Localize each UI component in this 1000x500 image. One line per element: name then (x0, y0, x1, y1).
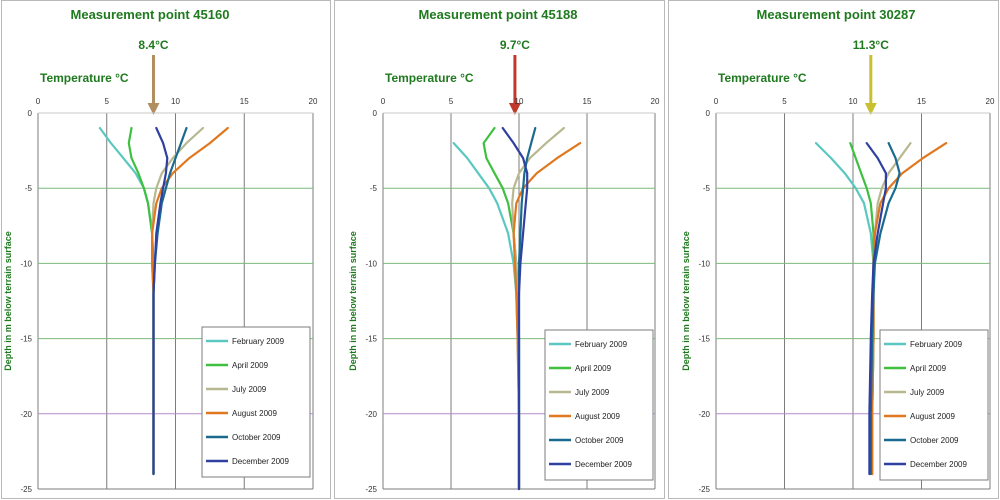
y-tick-label: -5 (370, 184, 378, 193)
legend-label: August 2009 (232, 409, 277, 418)
legend-label: December 2009 (575, 460, 632, 469)
series-line-august-2009 (871, 142, 948, 476)
series-line-july-2009 (151, 126, 205, 476)
legend-label: July 2009 (575, 388, 610, 397)
mean-temperature-label: 8.4°C (138, 38, 168, 52)
mean-temperature-label: 11.3°C (853, 38, 889, 52)
legend-label: December 2009 (232, 457, 289, 466)
legend-label: April 2009 (910, 364, 947, 373)
x-tick-label: 10 (849, 97, 858, 106)
series-line-december-2009 (152, 126, 169, 476)
series-line-april-2009 (482, 126, 521, 491)
series-line-february-2009 (814, 142, 875, 476)
series-line-october-2009 (869, 142, 901, 476)
x-tick-label: 0 (381, 97, 386, 106)
legend-box (201, 326, 311, 478)
y-tick-label: -15 (698, 335, 710, 344)
legend-label: December 2009 (910, 460, 967, 469)
mean-arrow-head (864, 103, 877, 115)
y-tick-label: 0 (706, 109, 711, 118)
legend-label: July 2009 (910, 388, 945, 397)
legend-label: October 2009 (575, 436, 624, 445)
mean-temperature-label: 9.7°C (500, 38, 530, 52)
x-axis-title: Temperature °C (40, 71, 129, 85)
mean-arrow-head (147, 103, 160, 115)
legend-box (544, 329, 654, 481)
y-tick-label: -15 (365, 335, 377, 344)
y-axis-title: Depth in m below terrain surface (348, 231, 358, 371)
y-tick-label: -10 (365, 259, 377, 268)
legend-label: August 2009 (910, 412, 955, 421)
y-tick-label: -20 (698, 410, 710, 419)
x-tick-label: 20 (309, 97, 318, 106)
y-tick-label: 0 (373, 109, 378, 118)
x-tick-label: 10 (171, 97, 180, 106)
y-tick-label: -25 (365, 485, 377, 494)
x-tick-label: 20 (986, 97, 995, 106)
x-tick-label: 15 (917, 97, 926, 106)
y-tick-label: 0 (28, 109, 33, 118)
legend-label: August 2009 (575, 412, 620, 421)
legend-label: July 2009 (232, 385, 267, 394)
x-tick-label: 5 (105, 97, 110, 106)
series-line-december-2009 (865, 142, 888, 476)
x-axis-title: Temperature °C (385, 71, 474, 85)
legend-box (879, 329, 989, 481)
x-tick-label: 0 (714, 97, 719, 106)
series-line-december-2009 (501, 126, 529, 491)
legend-label: February 2009 (232, 337, 285, 346)
chart-title: Measurement point 45188 (419, 7, 578, 22)
y-tick-label: -20 (365, 410, 377, 419)
legend-label: October 2009 (910, 436, 959, 445)
legend-label: April 2009 (232, 361, 269, 370)
y-tick-label: -15 (20, 335, 32, 344)
chart-title: Measurement point 45160 (71, 7, 230, 22)
y-tick-label: -25 (20, 485, 32, 494)
x-tick-label: 10 (515, 97, 524, 106)
chart-title: Measurement point 30287 (757, 7, 916, 22)
legend-label: April 2009 (575, 364, 612, 373)
y-axis-title: Depth in m below terrain surface (3, 231, 13, 371)
x-tick-label: 20 (651, 97, 660, 106)
legend-label: October 2009 (232, 433, 281, 442)
chart-panel-2: Measurement point 45188 9.7°C Temperature … (348, 7, 660, 494)
x-tick-label: 0 (36, 97, 41, 106)
x-axis-title: Temperature °C (718, 71, 807, 85)
series-line-february-2009 (98, 126, 155, 476)
x-tick-label: 15 (583, 97, 592, 106)
y-tick-label: -25 (698, 485, 710, 494)
chart-panel-3: Measurement point 30287 11.3°C Temperature… (681, 7, 995, 494)
x-tick-label: 5 (449, 97, 454, 106)
y-tick-label: -10 (20, 259, 32, 268)
series-line-april-2009 (127, 126, 155, 476)
y-tick-label: -10 (698, 259, 710, 268)
y-tick-label: -5 (703, 184, 711, 193)
x-tick-label: 15 (240, 97, 249, 106)
chart-panel-1: Measurement point 45160 8.4°C Temperature … (3, 7, 318, 494)
y-tick-label: -20 (20, 410, 32, 419)
y-tick-label: -5 (25, 184, 33, 193)
y-axis-title: Depth in m below terrain surface (681, 231, 691, 371)
x-tick-label: 5 (782, 97, 787, 106)
legend-label: February 2009 (910, 340, 963, 349)
mean-arrow-head (508, 103, 521, 115)
series-line-february-2009 (452, 142, 521, 491)
legend-label: February 2009 (575, 340, 628, 349)
